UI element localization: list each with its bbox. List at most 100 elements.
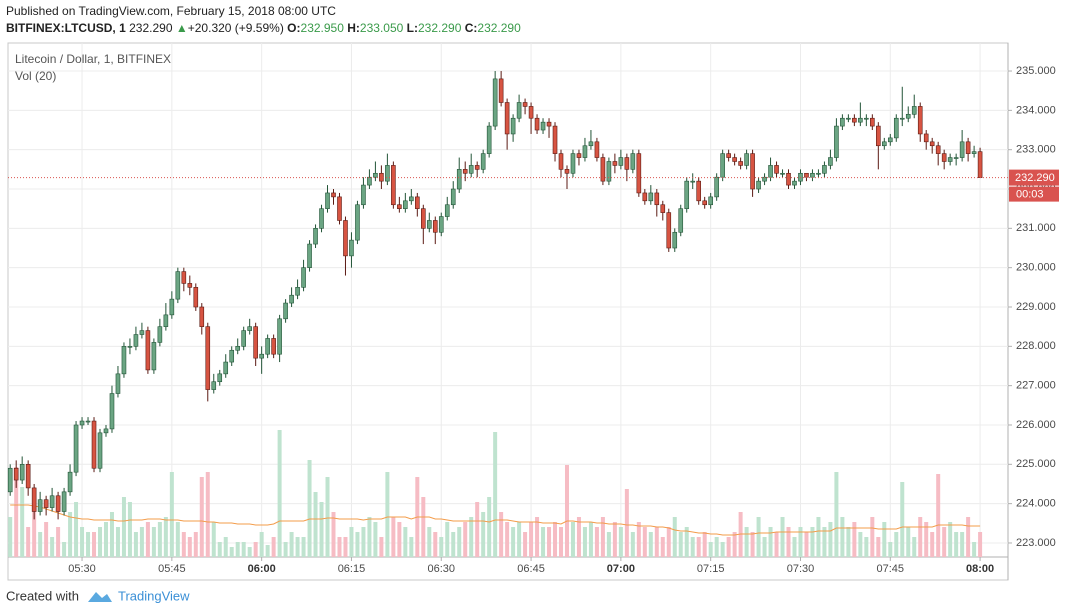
candle-body xyxy=(552,125,558,154)
high-value: 233.050 xyxy=(359,21,404,35)
volume-bar xyxy=(277,430,282,557)
candle-body xyxy=(893,117,899,139)
volume-bar xyxy=(139,527,144,557)
volume-bar xyxy=(630,532,635,557)
candle-body xyxy=(223,361,229,375)
x-tick-label: 07:15 xyxy=(697,563,725,575)
last-price: 232.290 xyxy=(129,21,173,35)
x-tick-label: 05:45 xyxy=(158,563,186,575)
volume-bar xyxy=(978,532,983,557)
volume-bar xyxy=(475,502,480,557)
volume-bar xyxy=(235,542,240,557)
close-value: 232.290 xyxy=(477,21,521,35)
high-label: H: xyxy=(347,21,360,35)
volume-bar xyxy=(283,542,288,557)
volume-bar xyxy=(181,532,186,557)
volume-bar xyxy=(14,467,19,557)
volume-bar xyxy=(541,527,546,557)
volume-bar xyxy=(127,502,132,557)
y-tick-label: 224.000 xyxy=(1016,498,1056,510)
candle-body xyxy=(73,424,79,473)
volume-bar xyxy=(720,542,725,557)
volume-bar xyxy=(846,527,851,557)
open-label: O: xyxy=(287,21,301,35)
volume-bar xyxy=(714,537,719,557)
volume-bar xyxy=(343,537,348,557)
candle-body xyxy=(79,420,85,426)
volume-bar xyxy=(852,522,857,557)
candle-body xyxy=(343,220,348,257)
candle-body xyxy=(905,113,911,119)
candle-body xyxy=(456,169,462,190)
volume-bar xyxy=(684,527,689,557)
volume-bar xyxy=(451,532,456,557)
volume-bar xyxy=(888,542,893,557)
candle-body xyxy=(600,157,606,182)
volume-bar xyxy=(756,517,761,557)
y-tick-label: 231.000 xyxy=(1016,222,1056,234)
volume-bar xyxy=(20,487,25,557)
volume-bar xyxy=(361,527,366,557)
candle-body xyxy=(708,196,713,206)
candle-body xyxy=(624,157,630,170)
candle-body xyxy=(151,342,157,371)
volume-bar xyxy=(289,532,294,557)
candle-body xyxy=(971,151,977,154)
volume-bar xyxy=(241,542,246,557)
candle-body xyxy=(564,169,570,174)
volume-bar xyxy=(271,537,276,557)
low-label: L: xyxy=(406,21,418,35)
candle-body xyxy=(480,153,486,170)
candle-body xyxy=(522,102,528,107)
candle-body xyxy=(133,334,139,347)
candle-body xyxy=(636,153,642,194)
candle-body xyxy=(654,192,660,206)
volume-bar xyxy=(702,532,707,557)
candle-body xyxy=(37,499,43,512)
volume-bar xyxy=(493,432,498,557)
candle-body xyxy=(474,165,480,170)
last-price-box xyxy=(1009,169,1059,186)
volume-bar xyxy=(68,512,73,557)
volume-bar xyxy=(517,522,522,557)
volume-bar xyxy=(529,522,534,557)
candle-body xyxy=(917,106,923,135)
candle-body xyxy=(409,196,414,202)
volume-bar xyxy=(816,517,821,557)
volume-bar xyxy=(570,522,575,557)
volume-bar xyxy=(163,517,168,557)
volume-bar xyxy=(355,532,360,557)
footer-brand[interactable]: TradingView xyxy=(118,588,190,603)
volume-bar xyxy=(954,532,959,557)
volume-bar xyxy=(786,527,791,557)
volume-bar xyxy=(906,527,911,557)
candle-body xyxy=(486,125,492,154)
volume-bar xyxy=(918,517,923,557)
candle-body xyxy=(528,106,534,119)
candle-body xyxy=(870,117,875,127)
volume-bar xyxy=(403,527,408,557)
last-price-label: 232.290 xyxy=(1015,172,1055,184)
volume-bar xyxy=(26,527,31,557)
candle-body xyxy=(199,306,205,327)
volume-bar xyxy=(654,527,659,557)
volume-bar xyxy=(792,537,797,557)
candle-body xyxy=(181,271,187,284)
candle-body xyxy=(421,208,426,229)
volume-bar xyxy=(433,532,438,557)
volume-bar xyxy=(133,532,138,557)
volume-bar xyxy=(145,522,150,557)
volume-bar xyxy=(301,537,306,557)
volume-bar xyxy=(618,527,623,557)
candle-body xyxy=(313,228,318,245)
candle-body xyxy=(229,349,235,363)
volume-bar xyxy=(331,512,336,557)
y-tick-label: 230.000 xyxy=(1016,262,1056,274)
published-line: Published on TradingView.com, February 1… xyxy=(6,4,336,18)
x-tick-label: 06:15 xyxy=(338,563,366,575)
volume-bar xyxy=(103,522,108,557)
y-tick-label: 235.000 xyxy=(1016,65,1056,77)
volume-bar xyxy=(86,532,91,557)
